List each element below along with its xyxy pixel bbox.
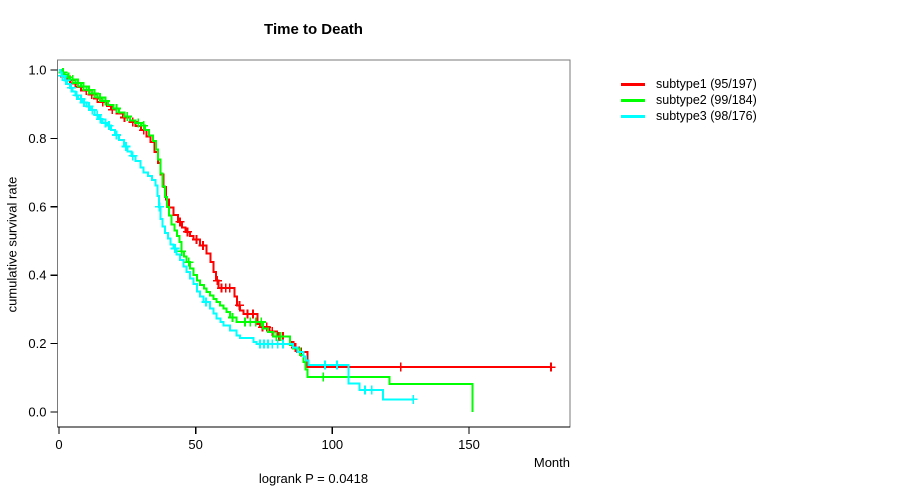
- legend: subtype1 (95/197) subtype2 (99/184) subtyp…: [621, 76, 757, 124]
- x-axis-tick-label: 50: [188, 437, 202, 452]
- y-axis-title: cumulative survival rate: [4, 176, 20, 313]
- legend-line-swatch: [621, 82, 645, 86]
- legend-item-label: subtype2 (99/184): [656, 93, 757, 107]
- survival-curve-subtype1: [59, 69, 551, 369]
- survival-curve-subtype2: [59, 69, 474, 412]
- y-axis-tick-label: 0.6: [28, 199, 46, 214]
- censor-marks-subtype3: [57, 71, 418, 404]
- censor-marks-subtype1: [59, 72, 556, 372]
- logrank-p-note: logrank P = 0.0418: [258, 471, 369, 486]
- x-axis-tick-label: 150: [458, 437, 480, 452]
- plot-title: Time to Death: [264, 21, 363, 38]
- legend-item-2: subtype2 (99/184): [621, 92, 757, 108]
- y-axis-tick-label: 0.8: [28, 131, 46, 146]
- plot-box: [57, 59, 571, 428]
- y-axis-tick-label: 1.0: [28, 63, 46, 78]
- legend-item-1: subtype1 (95/197): [621, 76, 757, 92]
- y-axis-tick-label: 0.4: [28, 268, 46, 283]
- legend-line-swatch: [621, 98, 645, 102]
- legend-item-label: subtype3 (98/176): [656, 109, 757, 123]
- y-axis-tick-label: 0.2: [28, 336, 46, 351]
- x-axis-tick-label: 0: [55, 437, 62, 452]
- y-axis-tick-label: 0.0: [28, 405, 46, 420]
- x-axis-title: Month: [533, 455, 570, 470]
- censor-marks-subtype2: [58, 67, 328, 382]
- x-axis-tick-label: 100: [321, 437, 343, 452]
- legend-line-swatch: [621, 114, 645, 118]
- legend-item-3: subtype3 (98/176): [621, 108, 757, 124]
- survival-curve-subtype3: [59, 69, 414, 401]
- legend-item-label: subtype1 (95/197): [656, 77, 757, 91]
